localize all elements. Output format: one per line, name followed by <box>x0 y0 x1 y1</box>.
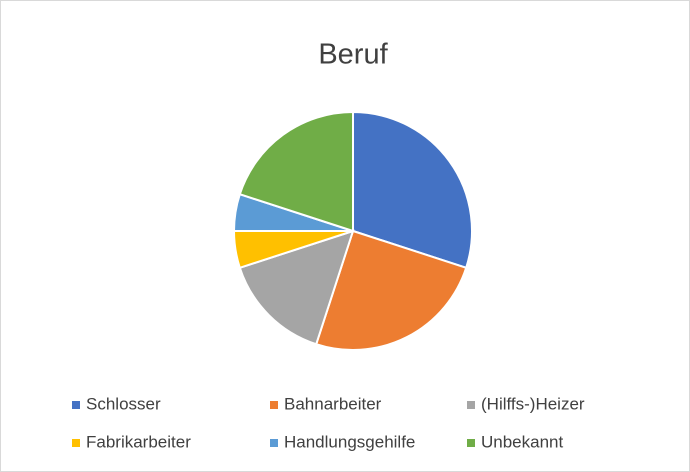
chart-title: Beruf <box>318 39 388 71</box>
legend-label: Bahnarbeiter <box>284 394 382 413</box>
pie-slice <box>238 110 354 233</box>
legend-swatch <box>467 401 475 409</box>
legend-swatch <box>467 439 475 447</box>
legend-label: Handlungsgehilfe <box>284 432 415 451</box>
pie-slice <box>314 229 468 351</box>
legend-label: (Hilffs-)Heizer <box>481 394 585 413</box>
legend-label: Unbekannt <box>481 432 564 451</box>
pie-slice <box>352 110 473 270</box>
legend-swatch <box>72 439 80 447</box>
legend-label: Schlosser <box>86 394 161 413</box>
legend-swatch <box>72 401 80 409</box>
legend-label: Fabrikarbeiter <box>86 432 191 451</box>
legend-swatch <box>270 439 278 447</box>
legend-swatch <box>270 401 278 409</box>
